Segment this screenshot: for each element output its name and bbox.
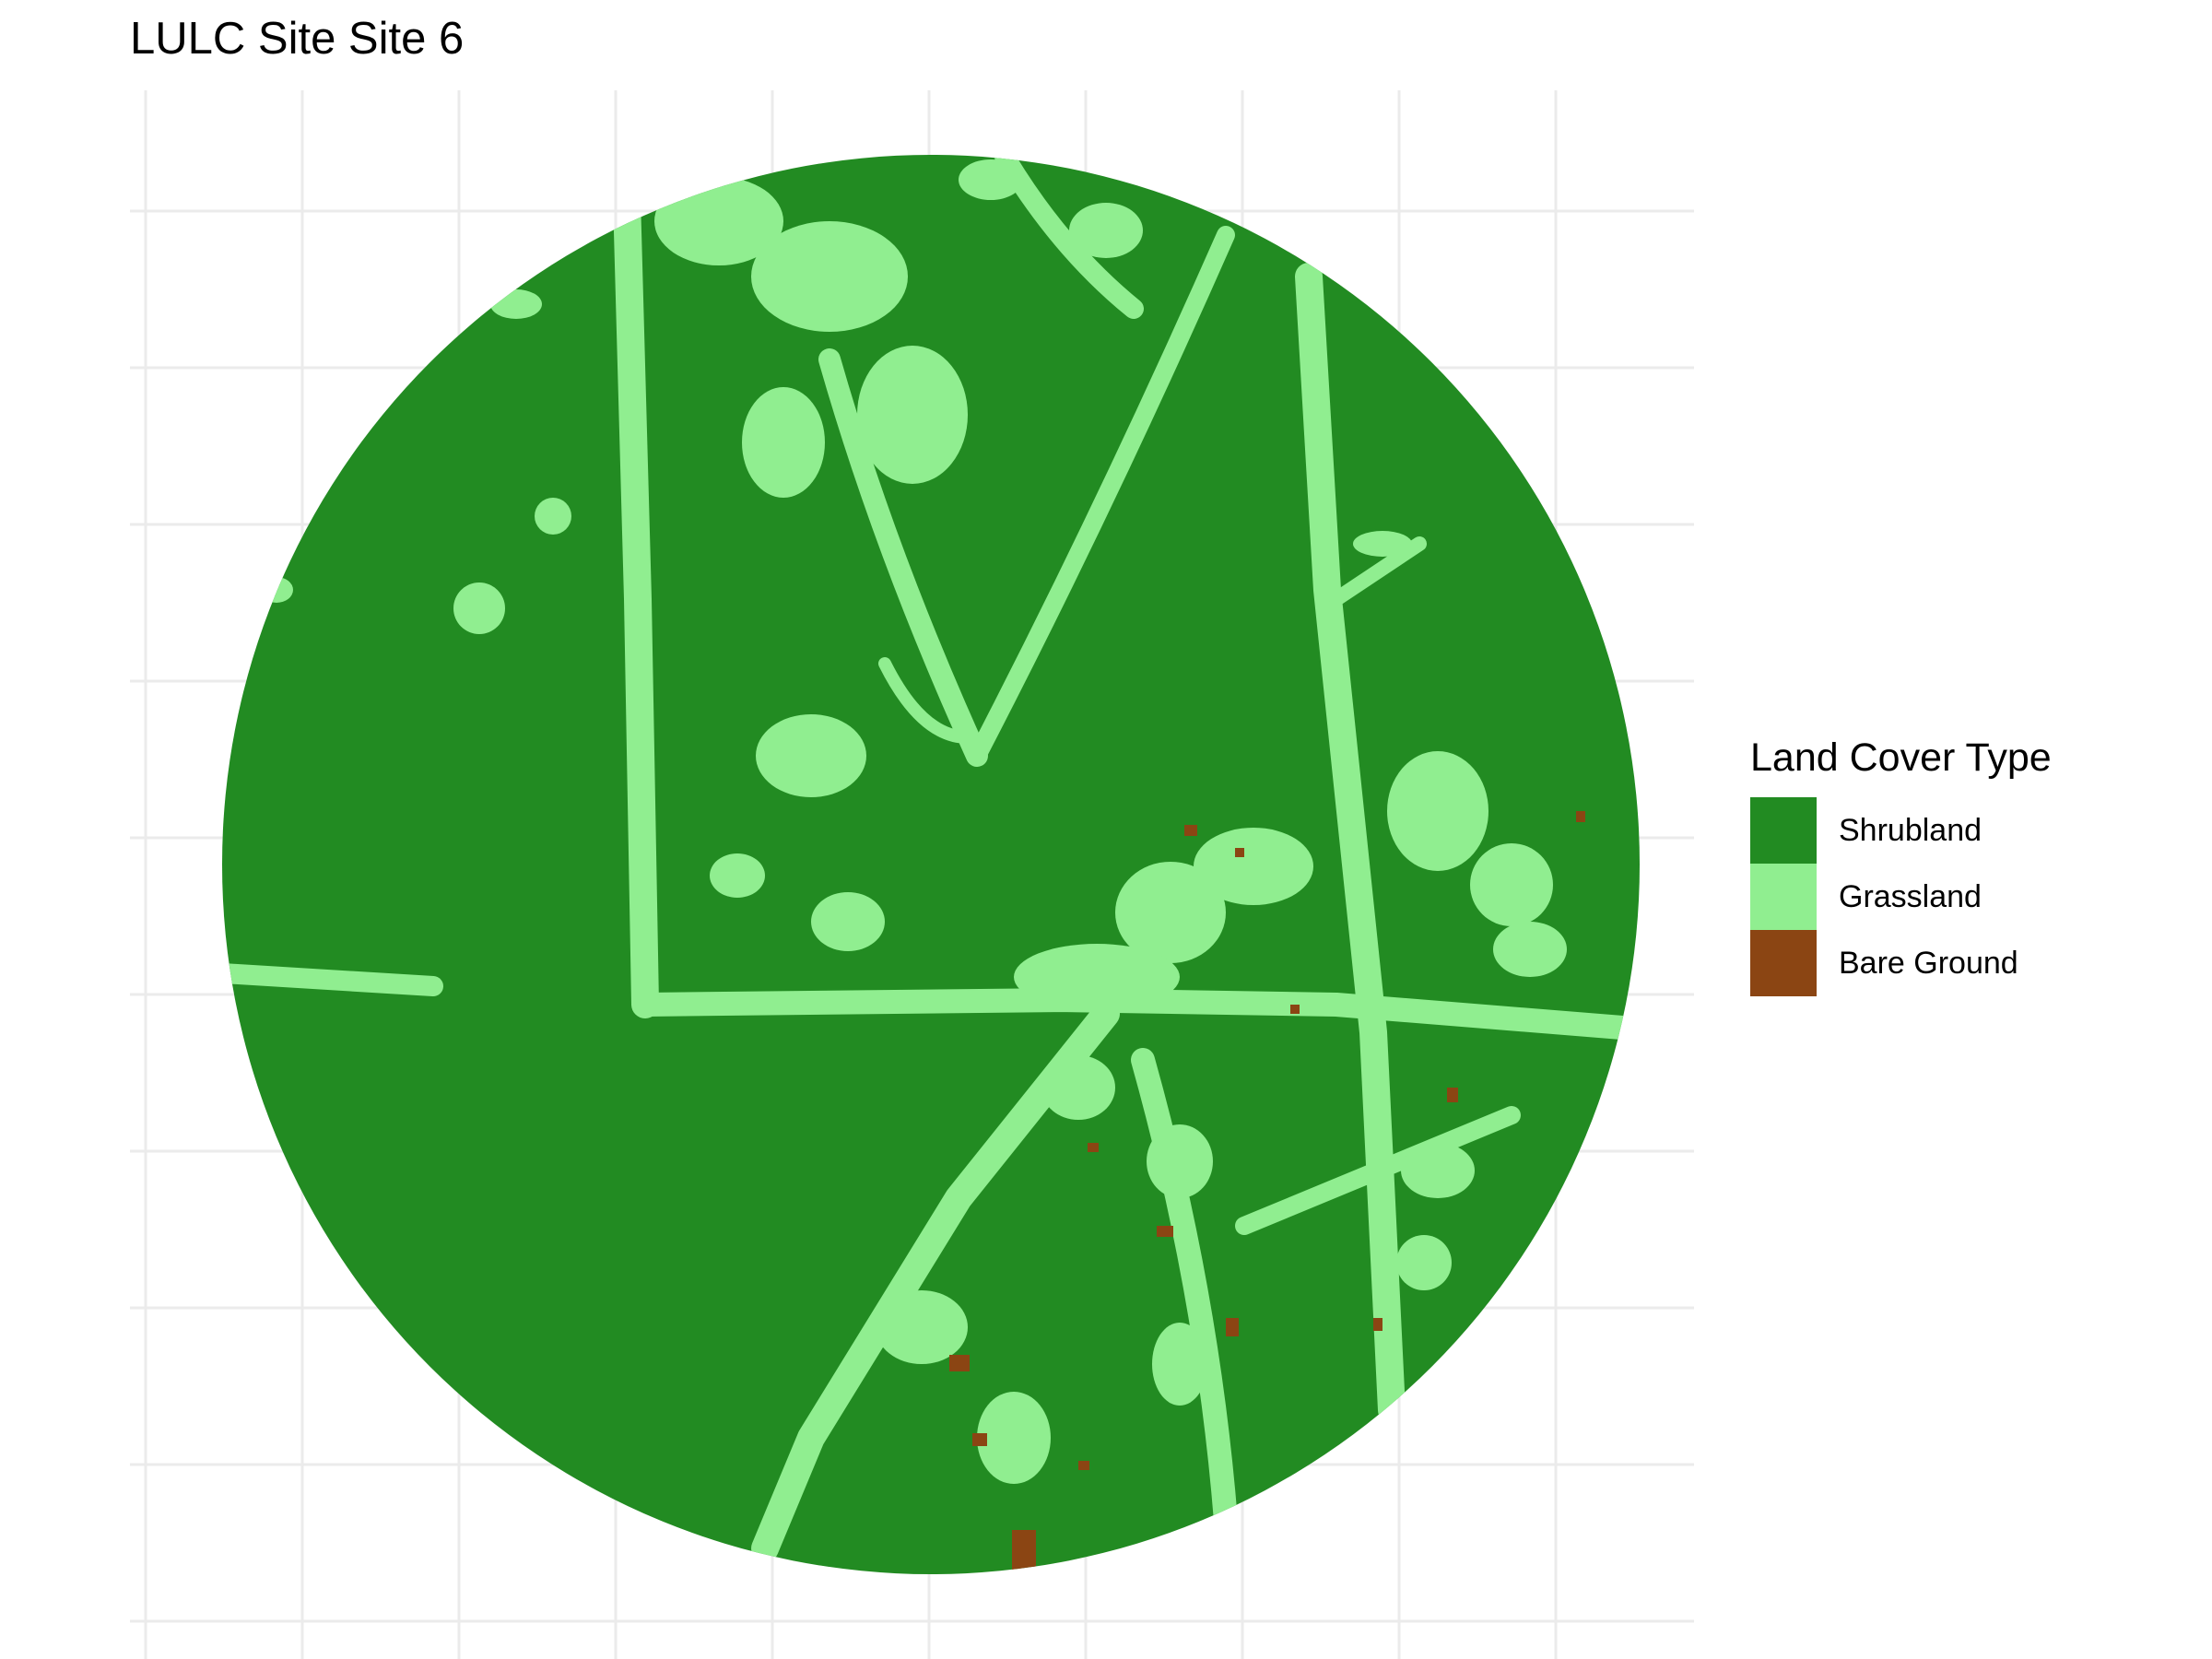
- plot-title: LULC Site Site 6: [130, 14, 465, 64]
- legend-item-grassland: Grassland: [1750, 864, 2052, 930]
- bare-ground-patch: [1226, 1318, 1239, 1336]
- grassland-patch: [959, 159, 1023, 200]
- bare-ground-patch: [203, 885, 212, 898]
- bare-ground-patch: [1235, 848, 1244, 857]
- bare-ground-patch: [1088, 1143, 1099, 1152]
- legend-label-bare-ground: Bare Ground: [1839, 945, 2018, 981]
- grassland-track: [222, 962, 443, 996]
- grassland-patch: [1115, 862, 1226, 963]
- bare-ground-patch: [1157, 1226, 1173, 1237]
- grassland-track: [1131, 1048, 1238, 1533]
- grassland-patch: [1470, 843, 1553, 926]
- legend-label-grassland: Grassland: [1839, 878, 1982, 914]
- grassland-patch: [857, 346, 968, 484]
- bare-ground-patches: [203, 811, 1585, 1571]
- grassland-track: [613, 184, 659, 1018]
- bare-ground-patch: [1447, 1088, 1458, 1102]
- legend: Land Cover Type Shrubland Grassland Bare…: [1750, 735, 2052, 996]
- grassland-patches: [260, 159, 1567, 1484]
- grassland-patch: [490, 289, 542, 319]
- grassland-patch: [811, 892, 885, 951]
- legend-key-shrubland: [1750, 797, 1817, 864]
- grassland-patch: [751, 221, 908, 332]
- grassland-patch: [710, 853, 765, 898]
- grassland-patch: [1147, 1124, 1213, 1198]
- grassland-patch: [742, 387, 825, 498]
- grassland-patch: [535, 498, 571, 535]
- grassland-track: [1235, 1106, 1521, 1235]
- grassland-patch: [1041, 1055, 1115, 1120]
- legend-item-bare-ground: Bare Ground: [1750, 930, 2052, 996]
- grassland-patch: [260, 577, 293, 603]
- grassland-patch: [756, 714, 866, 797]
- bare-ground-patch: [972, 1433, 987, 1446]
- bare-ground-patch: [1078, 1461, 1089, 1470]
- grassland-track: [818, 348, 988, 767]
- grassland-patch: [1387, 751, 1488, 871]
- grassland-patch: [1014, 944, 1180, 1010]
- grassland-patch: [1152, 1323, 1207, 1406]
- grassland-patch: [453, 582, 505, 634]
- legend-title: Land Cover Type: [1750, 735, 2052, 780]
- legend-key-grassland: [1750, 864, 1817, 930]
- land-cover-raster: [203, 155, 1640, 1574]
- grassland-track: [1295, 263, 1406, 1424]
- bare-ground-patch: [949, 1355, 970, 1371]
- bare-ground-patch: [1290, 1005, 1300, 1014]
- grassland-patch: [977, 1392, 1051, 1484]
- bare-ground-patch: [1184, 825, 1197, 836]
- grassland-patch: [1401, 1143, 1475, 1198]
- grassland-patch: [1069, 203, 1143, 258]
- bare-ground-patch: [1373, 1318, 1382, 1331]
- legend-item-shrubland: Shrubland: [1750, 797, 2052, 864]
- bare-ground-patch: [1012, 1530, 1036, 1571]
- legend-key-bare-ground: [1750, 930, 1817, 996]
- grassland-patch: [654, 177, 783, 265]
- grassland-patch: [876, 1290, 968, 1364]
- grassland-track: [968, 226, 1235, 765]
- grassland-patch: [1194, 828, 1313, 905]
- grassland-track: [1329, 536, 1427, 606]
- grassland-track: [878, 657, 974, 744]
- bare-ground-patch: [1576, 811, 1585, 822]
- grassland-patch: [1493, 922, 1567, 977]
- grassland-patch: [1353, 531, 1412, 557]
- legend-label-shrubland: Shrubland: [1839, 812, 1983, 848]
- grassland-patch: [1396, 1235, 1452, 1290]
- grassland-track: [633, 988, 1634, 1040]
